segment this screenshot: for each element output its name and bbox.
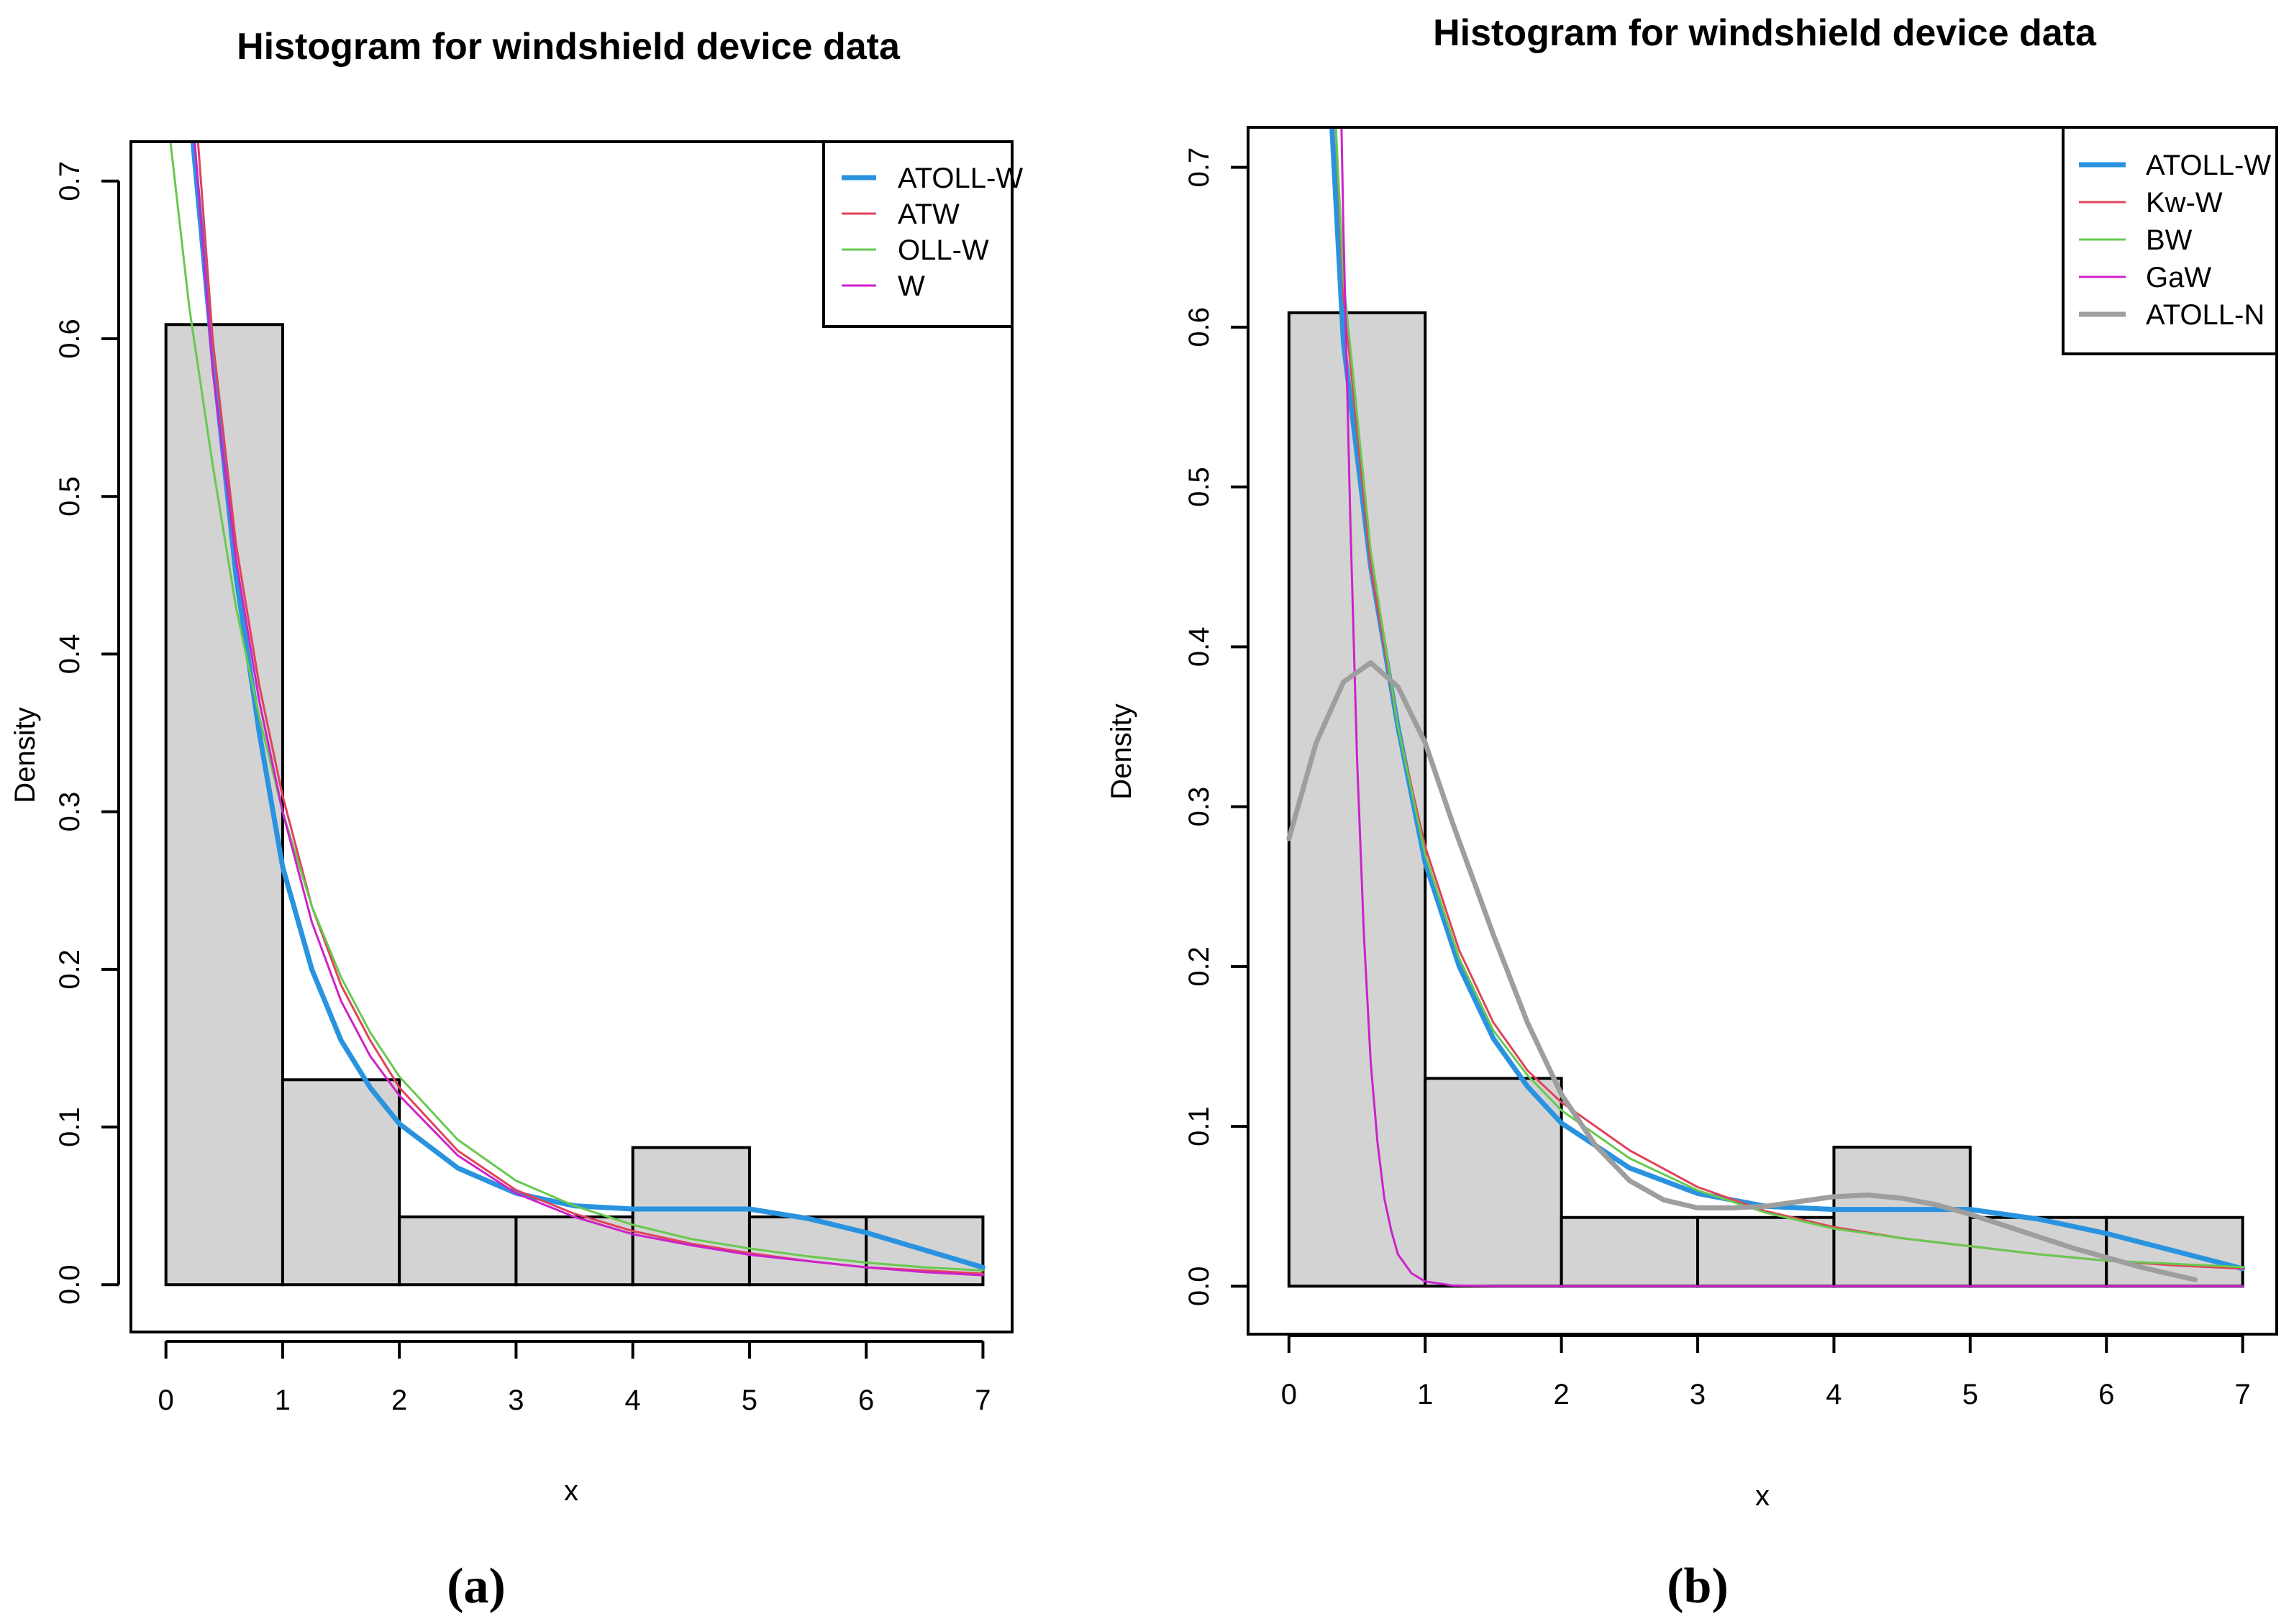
legend-label-w: W (898, 270, 925, 302)
legend-label-atw: ATW (898, 199, 960, 230)
x-tick-label: 3 (508, 1384, 524, 1416)
y-tick-label: 0.7 (54, 161, 86, 201)
y-axis-a: 0.0 0.1 0.2 0.3 0.4 0.5 0.6 0.7 (54, 161, 120, 1305)
y-tick-label: 0.7 (1183, 147, 1215, 188)
y-tick-label: 0.2 (1183, 946, 1215, 987)
series-line-bw (1334, 127, 2244, 1269)
y-tick-label: 0.1 (54, 1107, 86, 1147)
x-tick-label: 4 (1826, 1379, 1842, 1410)
x-tick-label: 4 (625, 1384, 641, 1416)
panel-b: Histogram for windshield device data 0 1 2… (1106, 12, 2278, 1614)
histogram-bar (1832, 1145, 1972, 1288)
x-axis-b: 0 1 2 3 4 5 6 7 (1281, 1334, 2251, 1410)
legend-label-atoll-n: ATOLL-N (2146, 299, 2265, 331)
x-tick-label: 2 (1554, 1379, 1570, 1410)
y-tick-label: 0.0 (54, 1264, 86, 1305)
y-tick-label: 0.4 (54, 634, 86, 675)
plot-frame-a (129, 140, 1014, 1333)
y-tick-label: 0.4 (1183, 627, 1215, 667)
histogram-bar (514, 1215, 634, 1287)
histogram-bar (1424, 1077, 1563, 1288)
curves-b (1286, 127, 2246, 1287)
x-axis-a: 0 1 2 3 4 5 6 7 (158, 1340, 991, 1416)
histogram-bar (281, 1078, 401, 1287)
y-axis-b: 0.0 0.1 0.2 0.3 0.4 0.5 0.6 0.7 (1183, 147, 1250, 1307)
bars-b (1287, 311, 2244, 1288)
x-tick-label: 6 (2098, 1379, 2114, 1410)
y-tick-label: 0.3 (1183, 787, 1215, 827)
histogram-bar (1696, 1215, 1836, 1288)
panel-label-b: (b) (1667, 1559, 1729, 1614)
panel-label-a: (a) (447, 1559, 506, 1614)
y-tick-label: 0.5 (1183, 467, 1215, 507)
y-tick-label: 0.0 (1183, 1267, 1215, 1307)
x-tick-label: 1 (1417, 1379, 1433, 1410)
legend-label-atoll-w: ATOLL-W (2146, 150, 2271, 181)
histogram-bar (398, 1215, 518, 1287)
x-tick-label: 6 (858, 1384, 874, 1416)
title-a: Histogram for windshield device data (237, 26, 901, 68)
y-tick-label: 0.6 (54, 319, 86, 359)
title-b: Histogram for windshield device data (1433, 12, 2097, 54)
legend-label-oll-w: OLL-W (898, 234, 989, 266)
x-tick-label: 0 (158, 1384, 174, 1416)
series-line-atoll-w (190, 142, 986, 1270)
panel-a: Histogram for windshield device data 0 1 2… (9, 26, 1023, 1614)
legend-box (822, 140, 1014, 328)
x-tick-label: 7 (975, 1384, 991, 1416)
legend-label-atoll-w: ATOLL-W (898, 163, 1023, 194)
legend-label-gaw: GaW (2146, 262, 2211, 293)
legend-a: ATOLL-W ATW OLL-W W (822, 140, 1023, 328)
histogram-bar (1560, 1215, 1700, 1288)
x-tick-label: 7 (2235, 1379, 2251, 1410)
y-tick-label: 0.2 (54, 949, 86, 990)
x-tick-label: 5 (742, 1384, 757, 1416)
legend-b: ATOLL-W Kw-W BW GaW ATOLL-N (2062, 126, 2278, 355)
bars-a (164, 323, 985, 1287)
x-tick-label: 5 (1962, 1379, 1978, 1410)
curves-a (169, 142, 986, 1277)
series-line-gaw (1340, 127, 2244, 1287)
x-tick-label: 2 (391, 1384, 407, 1416)
histogram-bar (631, 1146, 751, 1287)
x-tick-label: 0 (1281, 1379, 1297, 1410)
y-tick-label: 0.5 (54, 476, 86, 516)
legend-label-kw-w: Kw-W (2146, 187, 2223, 219)
series-line-atoll-n (1286, 660, 2198, 1282)
y-tick-label: 0.1 (1183, 1106, 1215, 1146)
x-tick-label: 3 (1690, 1379, 1706, 1410)
x-axis-label-a: x (564, 1475, 578, 1507)
x-axis-label-b: x (1755, 1480, 1770, 1512)
series-line-oll-w (169, 142, 984, 1272)
x-tick-label: 1 (275, 1384, 291, 1416)
legend-label-bw: BW (2146, 224, 2193, 256)
series-line-w (194, 142, 984, 1277)
y-tick-label: 0.3 (54, 792, 86, 832)
y-axis-label-b: Density (1106, 703, 1137, 799)
y-axis-label-a: Density (9, 707, 41, 803)
y-tick-label: 0.6 (1183, 307, 1215, 347)
